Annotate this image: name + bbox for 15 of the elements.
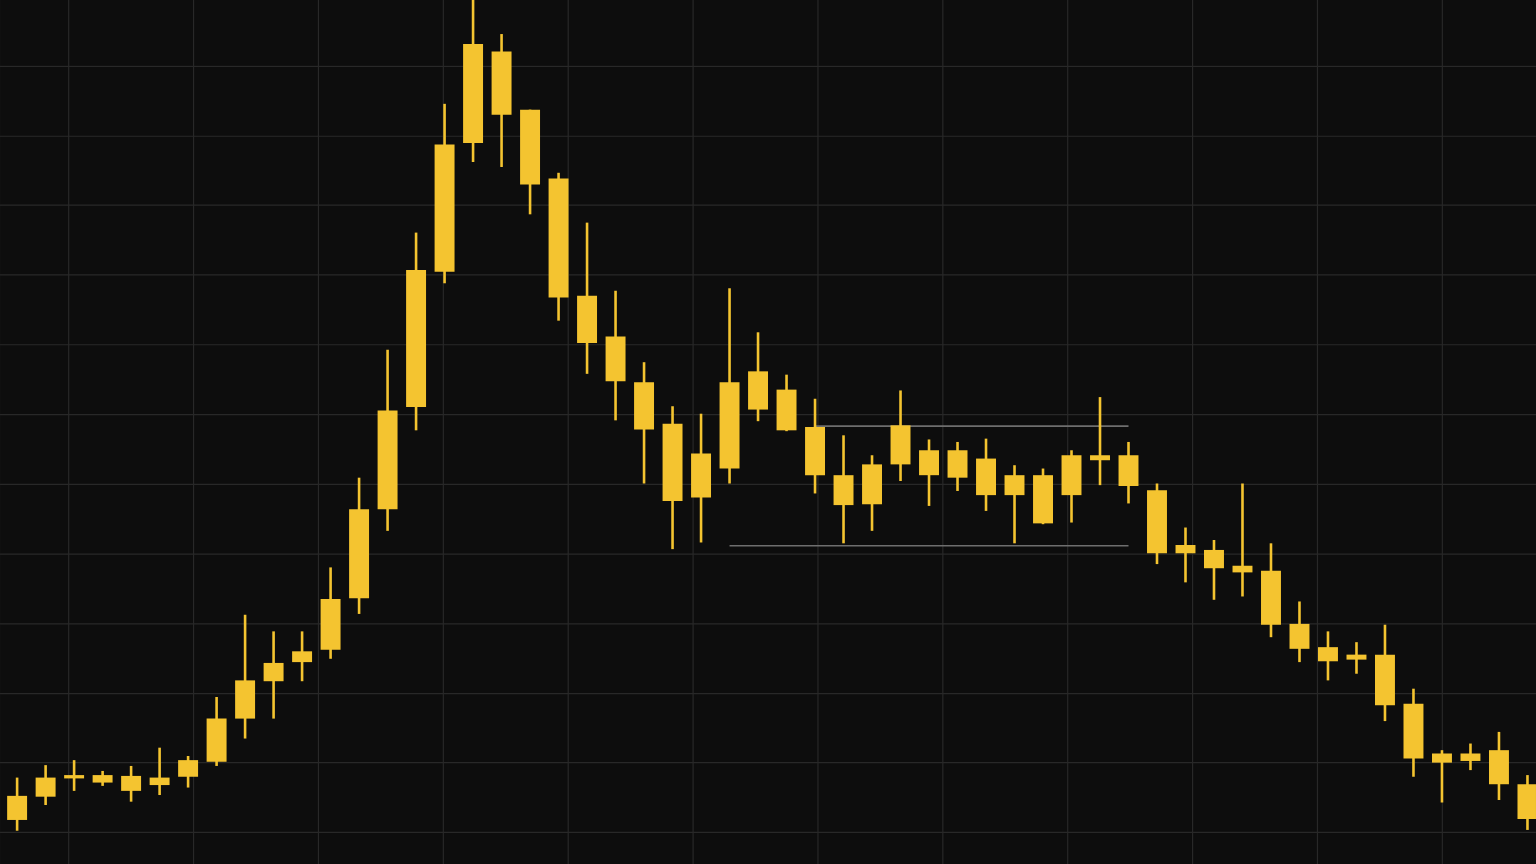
candlestick [263,630,284,720]
candlestick [64,758,85,793]
candlestick [149,746,170,797]
candlestick [292,630,313,683]
candlestick [1090,395,1110,487]
candlestick [1346,640,1367,676]
candlestick [1460,742,1481,772]
candlestick [121,764,142,803]
candlestick [1175,526,1196,584]
candlestick [1318,630,1338,682]
candlestick [178,754,199,789]
candlestick [35,763,56,807]
candlestick [1432,748,1452,804]
candlestick [1204,538,1224,602]
candlestick [1004,463,1025,545]
